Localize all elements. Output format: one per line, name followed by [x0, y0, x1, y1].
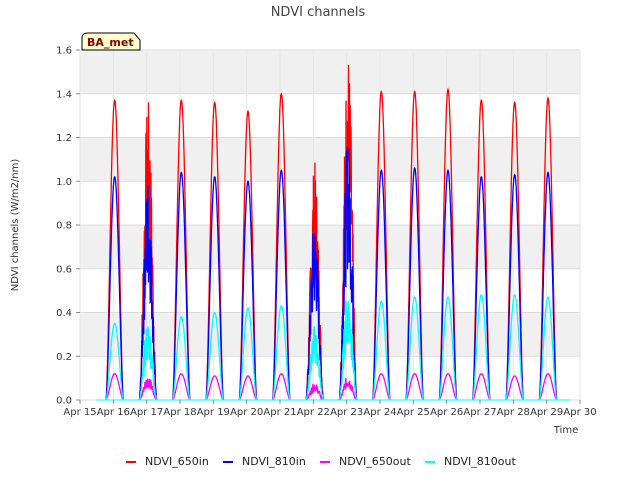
x-tick-label: Apr 21: [263, 407, 296, 418]
x-axis-ticks: Apr 15 Apr 16 Apr 17 Apr 18 Apr 19 Apr 20 Apr …: [63, 400, 597, 418]
y-tick-label: 1.0: [56, 177, 72, 188]
y-tick-label: 0.4: [56, 308, 72, 319]
series-line-NDVI_650out: [105, 373, 558, 401]
series-line-NDVI_810out: [105, 294, 558, 401]
y-tick-label: 0.6: [56, 264, 72, 275]
y-tick-label: 1.6: [56, 46, 72, 57]
chart-title: NDVI channels: [271, 5, 366, 20]
x-tick-label: Apr 28: [497, 407, 530, 418]
x-tick-label: Apr 22: [297, 407, 330, 418]
x-tick-label: Apr 25: [397, 407, 430, 418]
x-tick-label: Apr 27: [463, 407, 496, 418]
x-tick-label: Apr 30: [563, 407, 596, 418]
legend: NDVI_650in NDVI_810in NDVI_650out NDVI_810o…: [126, 455, 516, 468]
x-axis-label: Time: [553, 425, 578, 436]
y-tick-label: 0.0: [56, 396, 72, 407]
y-tick-label: 0.2: [56, 352, 72, 363]
x-tick-label: Apr 20: [230, 407, 263, 418]
x-tick-label: Apr 24: [363, 407, 396, 418]
x-tick-label: Apr 18: [163, 407, 196, 418]
x-tick-label: Apr 26: [430, 407, 463, 418]
y-axis-label: NDVI channels (W/m2/nm): [10, 159, 21, 292]
series-layer: [96, 64, 570, 401]
x-tick-label: Apr 23: [330, 407, 363, 418]
y-tick-label: 1.4: [56, 89, 72, 100]
legend-label: NDVI_810out: [444, 455, 516, 468]
legend-label: NDVI_650out: [339, 455, 411, 468]
station-badge: BA_met: [81, 32, 141, 51]
x-tick-label: Apr 16: [97, 407, 130, 418]
y-axis-ticks: 0.0 0.2 0.4 0.6 0.8 1.0 1.2 1.4 1.6: [56, 46, 80, 407]
x-tick-label: Apr 19: [197, 407, 230, 418]
band: [80, 50, 580, 94]
x-tick-label: Apr 29: [530, 407, 563, 418]
x-tick-label: Apr 15: [63, 407, 96, 418]
y-tick-label: 1.2: [56, 133, 72, 144]
legend-label: NDVI_650in: [145, 455, 209, 468]
x-tick-label: Apr 17: [130, 407, 163, 418]
band: [80, 225, 580, 269]
band: [80, 312, 580, 357]
band: [80, 137, 580, 182]
badge-shape: [81, 32, 141, 51]
series-line-NDVI_810in: [105, 146, 558, 401]
y-tick-label: 0.8: [56, 221, 72, 232]
legend-label: NDVI_810in: [242, 455, 306, 468]
badge-text: BA_met: [87, 36, 134, 49]
